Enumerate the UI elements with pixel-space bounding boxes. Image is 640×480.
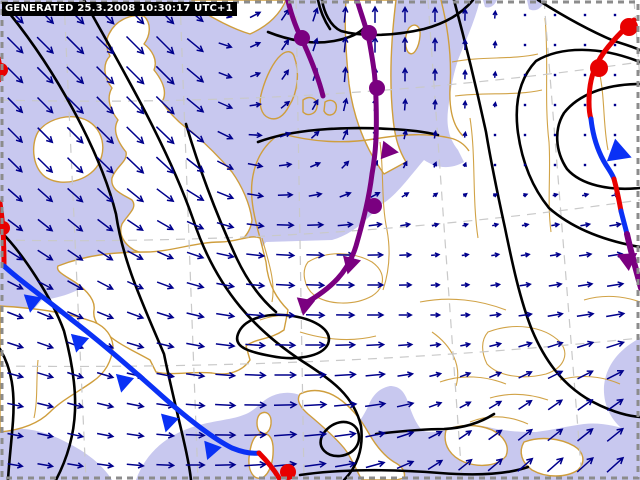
warm-front <box>256 450 296 480</box>
cold-front <box>588 116 632 182</box>
wind-arrows-layer <box>6 5 626 473</box>
warm-front <box>611 176 624 214</box>
land-layer <box>0 0 584 480</box>
cold-front <box>1 263 262 460</box>
occluded-front <box>296 0 399 316</box>
generated-timestamp-label: GENERATED 25.3.2008 10:30:17 UTC+1 <box>2 2 237 16</box>
occluded-front <box>285 0 326 99</box>
warm-front <box>586 17 638 122</box>
